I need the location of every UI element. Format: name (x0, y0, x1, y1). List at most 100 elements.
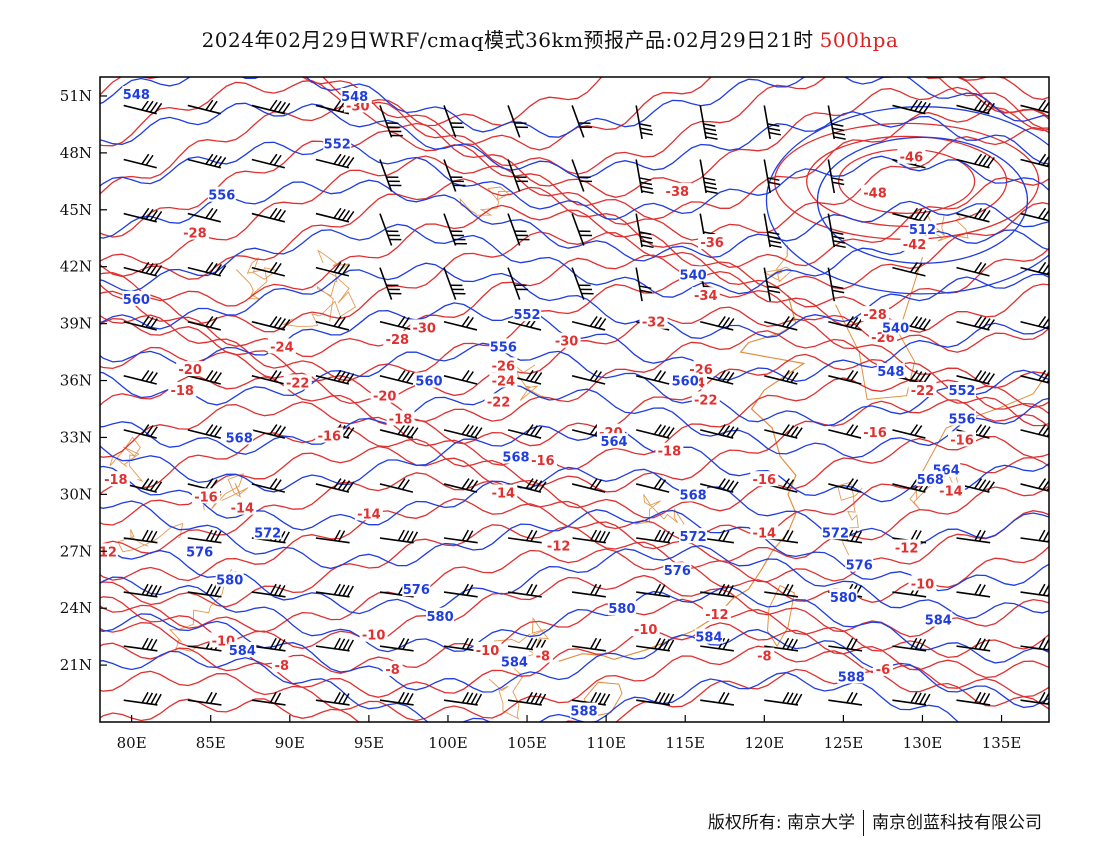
contour-label-bg (414, 372, 443, 388)
contour-label: -26 (871, 331, 895, 346)
contour-label-bg (315, 427, 344, 443)
contour-label-bg (402, 581, 431, 597)
contour-label: -42 (903, 238, 927, 253)
wind-barb (315, 370, 355, 385)
wind-barb (507, 424, 543, 439)
wind-barb (635, 213, 654, 249)
company-name: 南京创蓝科技有限公司 (872, 813, 1042, 833)
contour-label: -8 (536, 650, 550, 665)
wind-barb (379, 105, 403, 138)
contour-label-bg (323, 135, 352, 151)
contour-label-bg (908, 220, 937, 236)
wind-barb (571, 478, 606, 493)
contour-label: -36 (700, 236, 724, 251)
wind-barb (892, 261, 926, 277)
contour-label: -10 (911, 578, 935, 593)
wind-barb (764, 370, 799, 385)
wind-barb (507, 529, 542, 544)
contour-label-bg (215, 571, 244, 587)
contour-label: -18 (104, 473, 128, 488)
wind-barb (379, 159, 402, 192)
contour-label-bg (207, 186, 236, 202)
wind-barb (571, 213, 593, 246)
contour-label-bg (607, 600, 636, 616)
wind-barb (636, 529, 675, 544)
contour-label-bg (552, 332, 581, 348)
contour-label-bg (702, 605, 731, 621)
contour-label: -16 (863, 426, 887, 441)
contour-label: 12 (99, 545, 117, 560)
contour-label: -14 (753, 526, 777, 541)
wind-barb (123, 315, 158, 331)
wind-barb (763, 267, 781, 302)
wind-barb (443, 370, 478, 385)
wind-barb (251, 691, 286, 706)
wind-barb (571, 370, 606, 385)
wind-barb (123, 583, 162, 598)
contour-label-bg (948, 410, 977, 426)
wind-barb (443, 529, 478, 544)
contour-label: -14 (939, 485, 963, 500)
contour-label-bg (484, 393, 513, 409)
wind-barb (763, 159, 781, 194)
contour-label-bg (679, 528, 708, 544)
contour-label-bg (600, 433, 629, 449)
lon-tick-label: 115E (665, 734, 705, 752)
contour-label: -28 (386, 333, 410, 348)
contour-label-bg (101, 471, 130, 487)
contour-label-bg (500, 653, 529, 669)
wind-barb (764, 691, 803, 706)
contour-label: -12 (895, 541, 919, 556)
contour-label: -16 (950, 433, 974, 448)
contour-label: -10 (634, 623, 658, 638)
wind-barb (251, 583, 286, 598)
contour-label-bg (829, 588, 858, 604)
contour-label: -8 (385, 663, 399, 678)
wind-barb (892, 637, 927, 652)
contour-label-bg (679, 266, 708, 282)
contour-label-bg (897, 148, 926, 164)
wind-barb (572, 637, 606, 652)
contour-label: -28 (183, 227, 207, 242)
wind-barb (956, 529, 991, 544)
contour-label-bg (501, 448, 530, 464)
contour-labels: -30-28-38-46-48-42-36-34-32-30-30-28-28-… (99, 86, 977, 720)
wind-barb (1020, 478, 1049, 492)
wind-barb (123, 637, 158, 652)
wind-barb (315, 315, 350, 331)
wind-barb (315, 691, 350, 706)
wind-barb (315, 478, 355, 493)
footer-divider (863, 810, 864, 836)
contour-label: -14 (357, 507, 381, 522)
wind-barb (251, 424, 287, 439)
wind-barb (123, 370, 158, 385)
wind-barb (635, 370, 670, 385)
wind-barb (1020, 424, 1049, 438)
contour-label: -8 (757, 650, 771, 665)
contour-label-bg (750, 524, 779, 540)
contour-label-bg (410, 319, 439, 335)
lat-tick-label: 21N (60, 656, 92, 674)
wind-barb (956, 478, 995, 493)
wind-barb (379, 213, 402, 246)
wind-barb (635, 159, 654, 194)
wind-barb (187, 370, 222, 385)
wind-barb (443, 315, 478, 331)
lat-tick-label: 33N (60, 428, 92, 446)
copyright-text: 版权所有: 南京大学 (707, 813, 855, 833)
contour-label: -30 (346, 99, 370, 114)
contour-label-bg (382, 660, 403, 676)
contour-label-bg (122, 290, 151, 306)
contour-label: -32 (642, 316, 666, 331)
contour-label-bg (861, 423, 890, 439)
contour-label: 580 (426, 610, 453, 625)
lat-tick-label: 30N (60, 485, 92, 503)
wind-barb (763, 105, 782, 140)
wind-barb (700, 315, 735, 331)
contour-label-bg (228, 641, 257, 657)
contour-label: -48 (863, 187, 887, 202)
contour-label-bg (359, 626, 388, 642)
lon-tick-label: 120E (745, 734, 785, 752)
wind-barb (443, 691, 483, 706)
contour-label: -18 (389, 412, 413, 427)
